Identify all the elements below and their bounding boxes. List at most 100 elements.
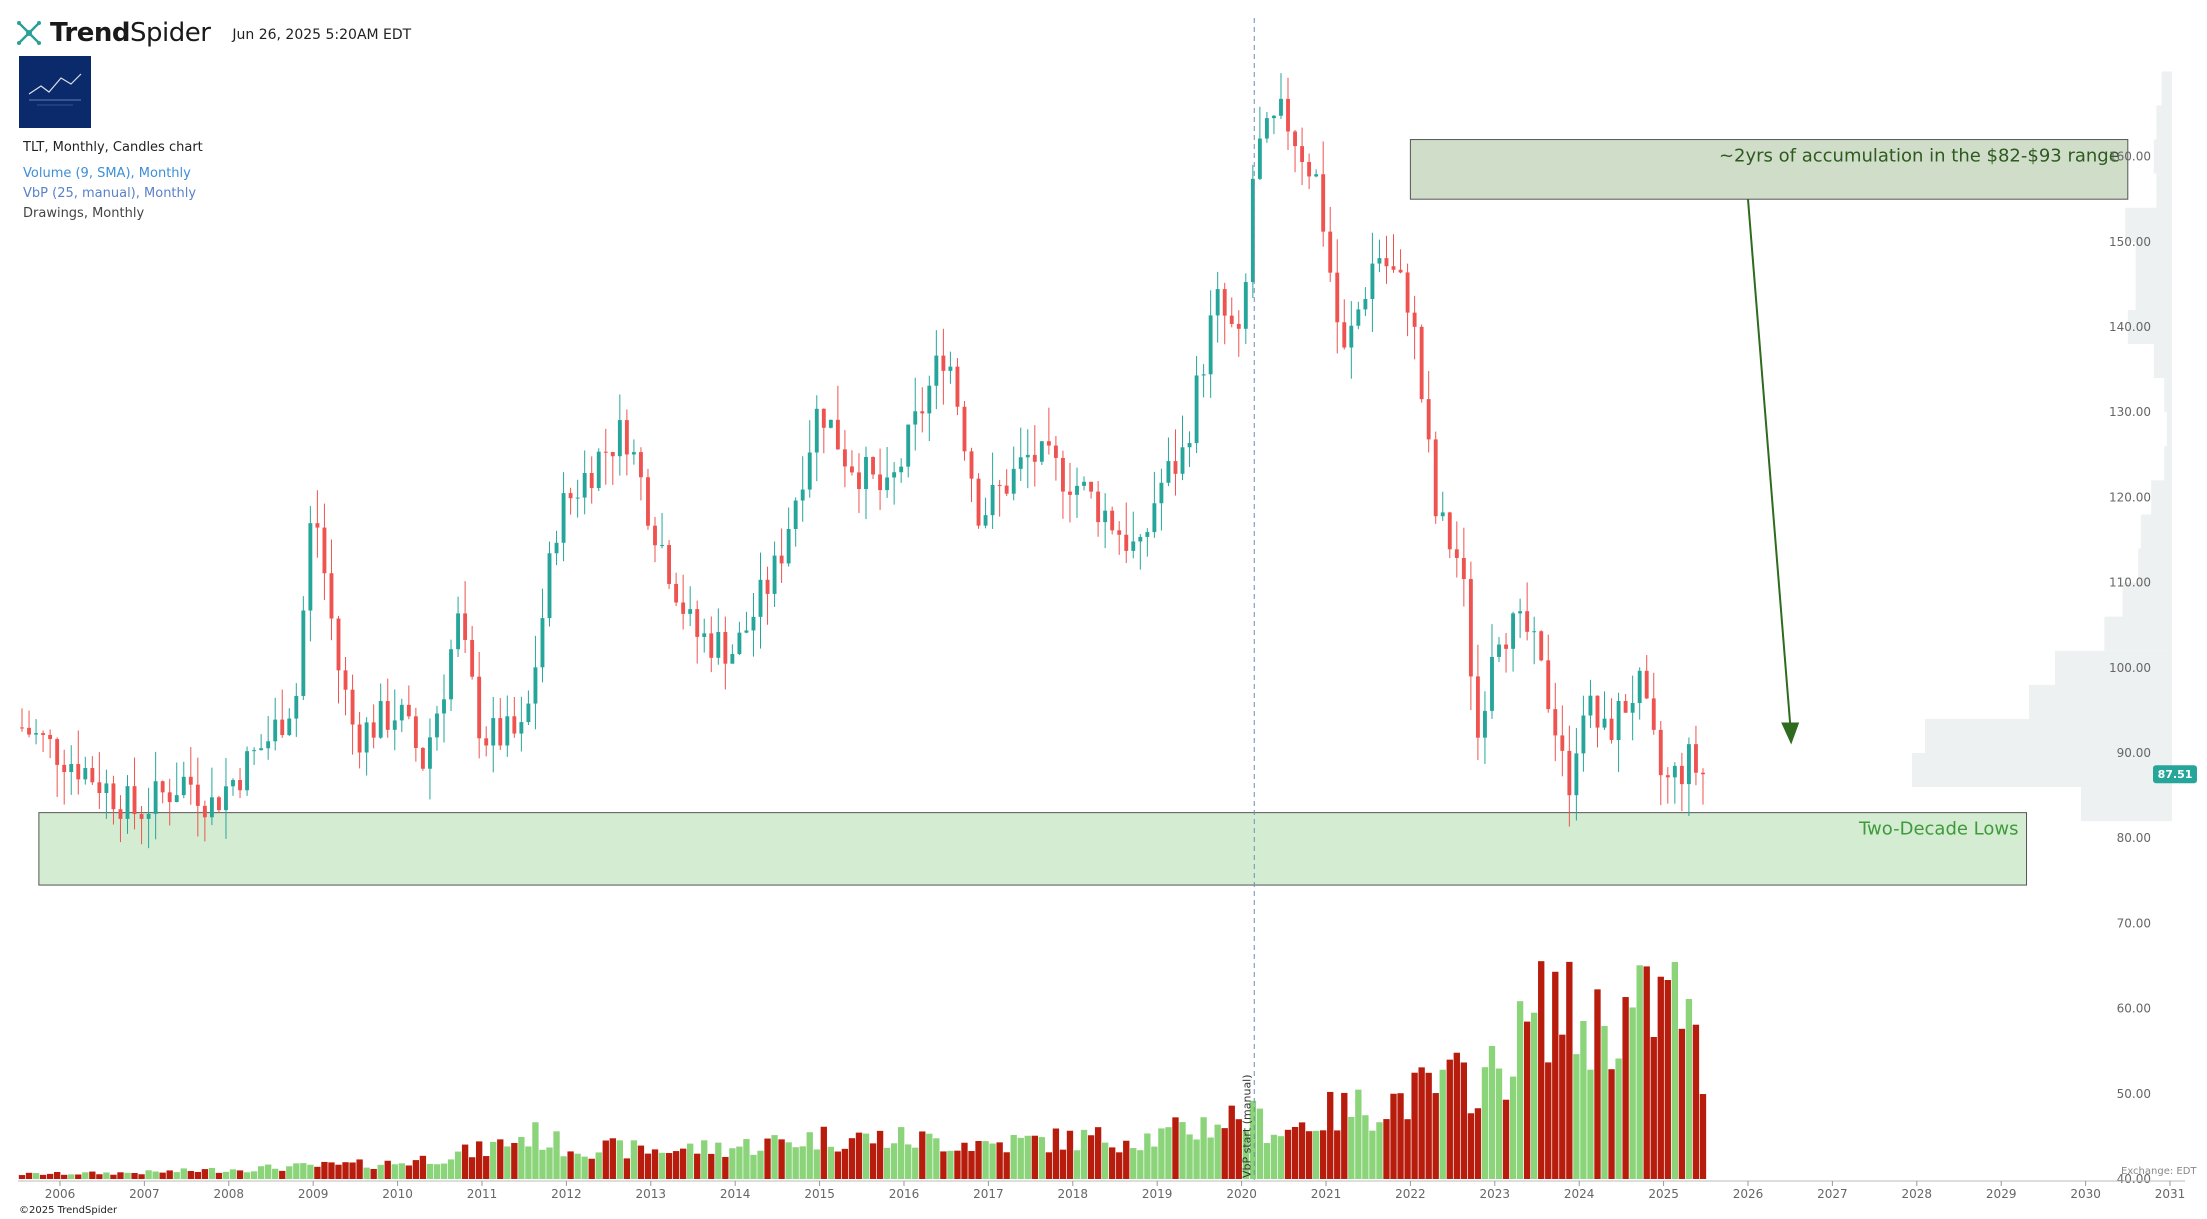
candle-body [1426, 399, 1431, 440]
x-tick-label: 2027 [1817, 1187, 1848, 1201]
volume-bar [454, 1151, 462, 1179]
candle-body [582, 472, 587, 498]
x-tick-label: 2016 [889, 1187, 920, 1201]
candle-body [1236, 323, 1241, 329]
x-tick-label: 2026 [1733, 1187, 1764, 1201]
candle-body [899, 466, 904, 473]
candle-body [1447, 512, 1452, 550]
candle-body [1053, 445, 1058, 458]
volume-bar [1228, 1105, 1235, 1179]
candle-body [596, 451, 601, 489]
volume-bar [1291, 1126, 1299, 1179]
last-price-label: 87.51 [2158, 768, 2193, 781]
time-axis[interactable]: 2006 2007 2008 2009 2010 2011 2012 2013 2014 2015… [18, 1180, 2185, 1201]
candle-body [456, 613, 461, 650]
volume-bar [933, 1138, 940, 1179]
accumulation-zone [1409, 139, 2129, 200]
volume-bar [426, 1163, 434, 1179]
x-tick-label: 2028 [1902, 1187, 1933, 1201]
volume-bar [644, 1153, 652, 1179]
volume-bar [1657, 976, 1664, 1179]
candle-body [1321, 174, 1326, 232]
vbp-bar [2122, 582, 2172, 617]
candle-body [1004, 485, 1009, 494]
volume-bar [1355, 1089, 1362, 1179]
candle-body [631, 452, 636, 455]
candle-body [90, 768, 95, 783]
volume-bar [1608, 1069, 1615, 1179]
volume-bar [468, 1157, 476, 1179]
candle-body [385, 701, 390, 730]
candle-body [1286, 98, 1290, 132]
candle-body [758, 579, 763, 617]
volume-bar [476, 1141, 483, 1179]
legend-volume-study[interactable]: Volume (9, SMA), Monthly [23, 166, 191, 181]
price-axis[interactable]: 40.00 50.00 60.00 70.00 80.00 90.00 100.00 110.… [2109, 150, 2197, 1186]
candle-body [1046, 441, 1051, 446]
candle-body [1440, 512, 1445, 517]
vbp-bar [2164, 378, 2172, 413]
y-tick-label: 110.00 [2109, 576, 2151, 590]
volume-bar [159, 1172, 166, 1179]
volume-bar [792, 1147, 799, 1179]
x-tick-label: 2024 [1564, 1187, 1595, 1201]
volume-bar [1242, 1130, 1249, 1179]
candle-body [1588, 695, 1593, 716]
candle-body [772, 555, 777, 594]
y-tick-label: 60.00 [2117, 1002, 2151, 1016]
candle-body [1314, 174, 1319, 177]
volume-bar [215, 1172, 223, 1179]
vbp-bar [2153, 344, 2172, 379]
volume-bar [539, 1149, 546, 1179]
candle-body [793, 500, 798, 529]
candle-body [477, 676, 482, 739]
account-logo [19, 56, 91, 128]
volume-bar [1587, 1069, 1594, 1179]
candle-body [1117, 530, 1122, 535]
volume-bar [975, 1140, 982, 1179]
volume-bar [609, 1138, 616, 1179]
y-tick-label: 140.00 [2109, 320, 2151, 334]
candle-body [1370, 263, 1375, 300]
volume-bar [1130, 1148, 1137, 1179]
vbp-bar [2029, 684, 2172, 719]
candle-body [294, 695, 299, 719]
volume-bar [180, 1168, 187, 1179]
y-tick-label: 70.00 [2117, 916, 2151, 930]
volume-bar [461, 1144, 469, 1179]
candle-body [751, 616, 756, 631]
volume-bar [293, 1163, 300, 1179]
candle-body [702, 633, 707, 637]
volume-bar [813, 1149, 820, 1179]
candle-body [737, 632, 742, 654]
legend-drawings[interactable]: Drawings, Monthly [23, 206, 145, 221]
y-tick-label: 130.00 [2109, 405, 2151, 419]
candle-body [343, 670, 348, 690]
candle-body [1180, 447, 1185, 474]
volume-bar [1425, 1072, 1432, 1179]
x-tick-label: 2014 [720, 1187, 751, 1201]
volume-bar [1538, 961, 1545, 1179]
volume-bar [954, 1150, 961, 1179]
candle-body [1490, 656, 1494, 711]
volume-bar [25, 1172, 33, 1179]
legend-vbp-study[interactable]: VbP (25, manual), Monthly [23, 186, 197, 201]
vbp-bar [1912, 753, 2172, 788]
volume-bar [1474, 1108, 1482, 1179]
legend-chart-title[interactable]: TLT, Monthly, Candles chart [23, 140, 203, 155]
x-tick-label: 2023 [1480, 1187, 1511, 1201]
candle-body [906, 424, 911, 467]
volume-bar [1214, 1124, 1221, 1179]
volume-bar [834, 1151, 842, 1179]
volume-bar [1059, 1149, 1067, 1179]
volume-bar [687, 1143, 694, 1179]
candle-body [188, 776, 193, 785]
volume-bar [771, 1135, 778, 1179]
volume-bar [222, 1171, 230, 1179]
volume-bar [947, 1150, 954, 1179]
copyright-notice: ©2025 TrendSpider [19, 1205, 118, 1216]
candle-body [132, 786, 137, 815]
volume-bar [377, 1164, 384, 1179]
candle-body [709, 633, 714, 658]
